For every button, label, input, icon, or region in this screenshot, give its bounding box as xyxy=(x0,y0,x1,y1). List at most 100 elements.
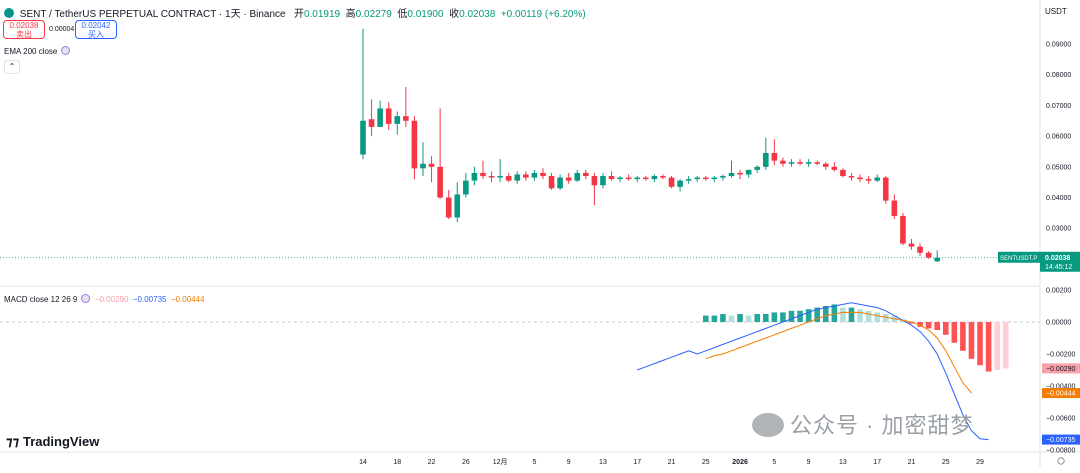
candle-body xyxy=(865,179,872,181)
time-tick-label: 25 xyxy=(942,459,950,466)
price-tick-label: 0.04000 xyxy=(1046,195,1071,202)
time-tick-label: 2026 xyxy=(732,459,748,466)
candle-body xyxy=(685,179,692,181)
candle-body xyxy=(857,177,863,180)
time-tick-label: 21 xyxy=(668,459,676,466)
sell-price: 0.02038 xyxy=(9,21,39,30)
price-tick-label: 0.09000 xyxy=(1046,42,1071,49)
candle-body xyxy=(788,162,795,164)
settings-icon[interactable] xyxy=(61,46,71,55)
buy-button[interactable]: 0.02042 买入 xyxy=(75,20,117,39)
candle-body xyxy=(814,162,821,164)
candle-body xyxy=(437,166,443,198)
symbol-title[interactable]: SENT / TetherUS PERPETUAL CONTRACT · 1天 … xyxy=(19,9,286,20)
candle-body xyxy=(925,252,932,258)
macd-histogram-bar xyxy=(711,315,718,322)
sell-button[interactable]: 0.02038 卖出 xyxy=(3,20,45,39)
candle-body xyxy=(480,172,486,177)
macd-histogram-bar xyxy=(703,315,709,322)
macd-histogram-bar xyxy=(728,315,735,322)
tradingview-brand[interactable]: ⁊⁊ TradingView xyxy=(6,434,99,450)
candle-body xyxy=(360,120,366,155)
candle-body xyxy=(677,180,683,187)
low-label: 低 xyxy=(397,9,408,20)
candle-body xyxy=(917,246,923,253)
macd-histogram-bar xyxy=(805,309,812,322)
buy-label: 买入 xyxy=(88,30,104,39)
macd-histogram-bar xyxy=(840,307,846,322)
candle-body xyxy=(711,177,718,180)
candle-body xyxy=(891,200,898,216)
macd-value-tag xyxy=(1042,388,1080,399)
time-tick-label: 5 xyxy=(772,459,776,466)
macd-histogram-bar xyxy=(848,307,855,322)
symbol-tag-text: SENTUSDT.P xyxy=(1000,256,1037,262)
macd-histogram-bar xyxy=(762,314,769,322)
macd-indicator-legend[interactable]: MACD close 12 26 9 −0.00290 −0.00735 −0.… xyxy=(4,294,205,304)
ema-indicator-legend[interactable]: EMA 200 close xyxy=(4,46,71,56)
macd-signal-value: −0.00444 xyxy=(170,295,205,304)
candle-body xyxy=(445,197,452,218)
candle-body xyxy=(617,177,623,180)
macd-histogram-bar xyxy=(874,312,880,322)
candle-body xyxy=(454,194,461,218)
candle-body xyxy=(591,176,598,186)
time-tick-label: 14 xyxy=(359,459,367,466)
macd-line-value: −0.00735 xyxy=(132,295,167,304)
time-tick-label: 13 xyxy=(839,459,847,466)
candle-body xyxy=(574,172,581,181)
macd-value-tag-text: −0.00444 xyxy=(1046,391,1075,398)
time-tick-label: 21 xyxy=(908,459,916,466)
candle-body xyxy=(565,177,572,181)
macd-histogram-bar xyxy=(942,322,949,335)
high-value: 0.02279 xyxy=(355,9,392,20)
macd-tick-label: 0.00000 xyxy=(1046,320,1071,327)
price-tick-label: 0.07000 xyxy=(1046,103,1071,110)
macd-histogram-bar xyxy=(908,322,915,324)
buy-price: 0.02042 xyxy=(81,21,111,30)
macd-histogram-bar xyxy=(977,322,983,366)
time-tick-label: 29 xyxy=(976,459,984,466)
price-tag-time: 14:45:12 xyxy=(1045,264,1072,271)
candle-body xyxy=(754,166,761,170)
time-tick-label: 25 xyxy=(702,459,710,466)
macd-histogram-bar xyxy=(985,322,992,372)
low-value: 0.01900 xyxy=(407,9,444,20)
wechat-icon xyxy=(752,413,784,437)
candle-body xyxy=(505,176,512,181)
currency-label[interactable]: USDT xyxy=(1045,7,1067,16)
collapse-chevron-icon[interactable]: ⌃ xyxy=(4,60,20,74)
macd-histogram-bar xyxy=(1002,322,1009,369)
macd-hist-value: −0.00290 xyxy=(94,295,129,304)
macd-histogram-bar xyxy=(925,322,932,329)
candle-body xyxy=(728,172,735,177)
close-value: 0.02038 xyxy=(459,9,496,20)
macd-histogram-bar xyxy=(857,309,863,322)
candle-body xyxy=(668,177,675,187)
macd-histogram-bar xyxy=(960,322,966,351)
macd-histogram-bar xyxy=(831,304,838,322)
macd-label: MACD close 12 26 9 xyxy=(4,295,78,304)
macd-tick-label: −0.00400 xyxy=(1046,384,1075,391)
time-tick-label: 22 xyxy=(428,459,436,466)
candle-body xyxy=(805,162,812,164)
candle-body xyxy=(428,163,435,167)
candle-body xyxy=(377,108,383,127)
time-tick-label: 18 xyxy=(393,459,401,466)
candle-body xyxy=(531,172,538,178)
macd-histogram-bar xyxy=(737,314,743,322)
candle-body xyxy=(523,174,529,178)
watermark: 公众号 · 加密甜梦 xyxy=(752,408,974,440)
macd-histogram-bar xyxy=(917,322,923,327)
macd-value-tag-text: −0.00290 xyxy=(1046,366,1075,373)
candle-body xyxy=(540,172,546,177)
candle-body xyxy=(651,176,658,180)
candle-body xyxy=(737,172,743,175)
settings-icon[interactable] xyxy=(81,294,91,303)
price-tick-label: 0.03000 xyxy=(1046,226,1071,233)
candle-body xyxy=(625,177,632,180)
macd-histogram-bar xyxy=(882,314,889,322)
spread-value: 0.00004 xyxy=(49,26,75,33)
